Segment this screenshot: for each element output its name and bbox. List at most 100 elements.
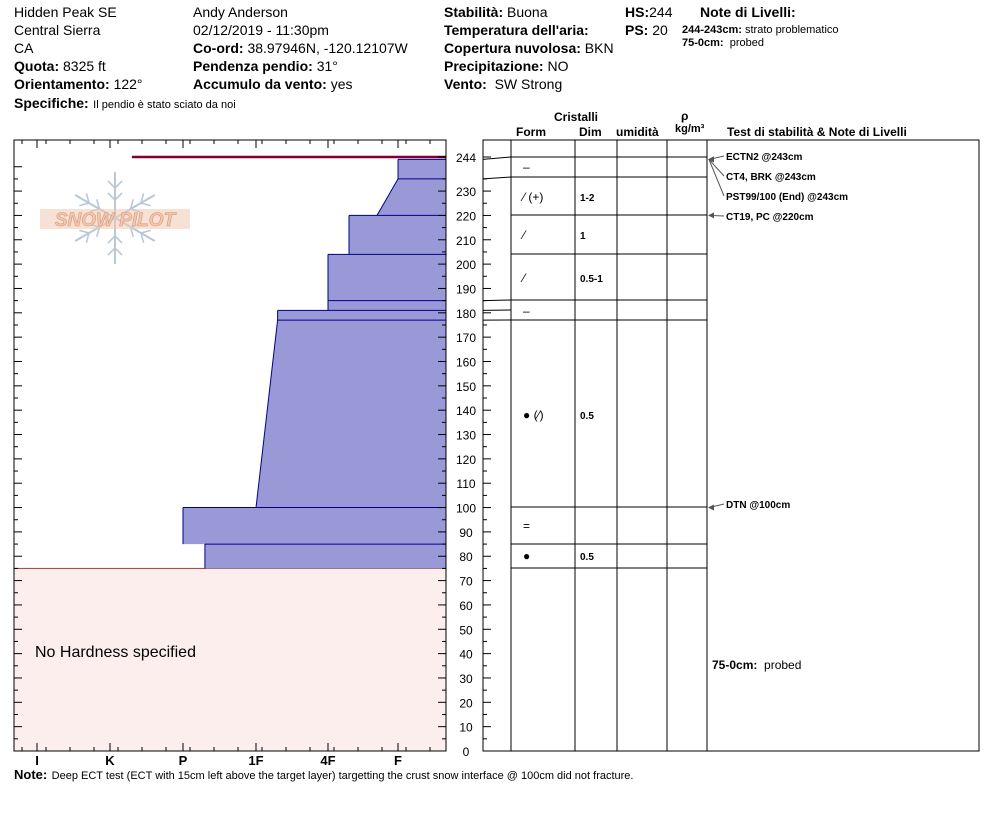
wind-row: Vento: SW Strong [444, 77, 562, 91]
stability-test-label: DTN @100cm [726, 500, 790, 511]
hardness-layer [349, 215, 446, 255]
hardness-layer [328, 254, 446, 301]
stability-row: Stabilità: Buona [444, 5, 548, 19]
depth-tick-label: 10 [459, 721, 473, 735]
row-connector [482, 156, 512, 160]
cloud-row: Copertura nuvolosa: BKN [444, 41, 614, 55]
hardness-tick-label: K [105, 753, 115, 768]
depth-tick-label: 230 [456, 185, 476, 199]
bottom-note-range: 75-0cm: [712, 658, 758, 672]
stability-test-label: PST99/100 (End) @243cm [726, 192, 848, 203]
ps-label: PS: [625, 22, 649, 38]
crystal-form: – [523, 160, 530, 174]
crystal-form: ⁄ [520, 271, 527, 285]
depth-tick-label: 120 [456, 453, 476, 467]
location: Hidden Peak SE [14, 4, 117, 20]
crystal-form: – [523, 304, 530, 318]
depth-tick-label: 130 [456, 429, 476, 443]
snowflake-branch [140, 232, 145, 243]
no-hardness-text: No Hardness specified [35, 644, 196, 661]
bottom-note-text: probed [764, 658, 802, 672]
depth-tick-label: 40 [459, 648, 473, 662]
rho-header: ρ [681, 109, 689, 123]
crystal-size: 0.5 [580, 552, 594, 563]
depth-tick-label: 110 [456, 477, 475, 491]
snowflake-branch [79, 229, 90, 234]
crystal-form: ⁄ (+) [520, 190, 543, 204]
table-frame [482, 139, 980, 752]
specifics-label: Specifiche: [14, 95, 89, 111]
crystal-form: = [523, 519, 530, 533]
hardness-layer [256, 320, 446, 508]
hardness-layer [398, 159, 446, 179]
aspect-value: 122° [113, 76, 143, 92]
layer-note-1-range: 244-243cm: [682, 24, 742, 36]
depth-tick-label: 190 [456, 282, 476, 296]
state: CA [14, 40, 34, 56]
stability-label: Stabilità: [444, 4, 504, 20]
hardness-layer [183, 507, 446, 545]
moisture-header: umidità [616, 125, 659, 139]
snowflake-branch [107, 192, 116, 201]
precip-value: NO [547, 58, 569, 74]
snowflake-branch [107, 180, 116, 189]
snowflake-branch [85, 193, 90, 204]
depth-tick-label: 220 [456, 209, 476, 223]
coord-label: Co-ord: [193, 40, 244, 56]
hardness-tick-label: P [179, 753, 188, 768]
snowflake-branch [114, 247, 123, 256]
test-pointer [708, 159, 725, 197]
crystal-form: ⁄ [520, 228, 527, 242]
snowpilot-logo: SNOW PILOT [40, 172, 190, 264]
snowflake-branch [79, 202, 90, 207]
layer-notes-title: Note di Livelli: [700, 4, 796, 20]
crystal-size: 0.5 [580, 411, 594, 422]
crystal-size: 1 [580, 231, 586, 242]
hs-row: HS:244 [625, 5, 672, 19]
dim-header: Dim [579, 125, 602, 139]
crystals-header: Cristalli [554, 110, 599, 124]
footer-note: Note: Deep ECT test (ECT with 15cm left … [14, 767, 633, 783]
layer-note-1: 244-243cm: strato problematico [682, 25, 839, 36]
slope-value: 31° [316, 58, 338, 74]
hardness-layer [204, 544, 446, 569]
crystal-table: – ⁄ (+) 1-2 ⁄ 1 ⁄ 0.5-1 – ● (⁄) 0.5 = ● 0.5 [482, 156, 707, 569]
stability-tests: ECTN2 @243cm CT4, BRK @243cm PST99/100 (En… [708, 152, 848, 511]
depth-tick-label: 60 [459, 599, 473, 613]
layer-note-2-text: probed [729, 37, 764, 49]
snowflake-branch [96, 199, 101, 210]
hardness-tick-label: I [35, 753, 39, 768]
stability-test-label: ECTN2 @243cm [726, 152, 803, 163]
stability-value: Buona [507, 4, 548, 20]
snowflake-icon [40, 172, 190, 264]
depth-tick-label: 160 [456, 355, 476, 369]
no-hardness-area [13, 567, 447, 752]
range: Central Sierra [14, 22, 101, 38]
hardness-layer [328, 300, 446, 311]
elevation-row: Quota: 8325 ft [14, 59, 106, 73]
wind-loading-row: Accumulo da vento: yes [193, 77, 352, 91]
wind-loading-value: yes [330, 76, 353, 92]
observer: Andy Anderson [193, 4, 288, 20]
hardness-axis: I K P 1F 4F F [21, 140, 431, 768]
bottom-note: 75-0cm: probed [712, 659, 801, 671]
snowflake-branch [85, 232, 90, 243]
ps-value: 20 [652, 22, 668, 38]
form-header: Form [516, 125, 546, 139]
depth-tick-label: 50 [459, 623, 473, 637]
elevation-label: Quota: [14, 58, 60, 74]
hardness-frame [13, 139, 447, 752]
snowflake-branch [140, 229, 151, 234]
wind-value: SW Strong [494, 76, 563, 92]
snowflake-branch [114, 192, 123, 201]
depth-tick-label: 200 [456, 258, 476, 272]
air-temp-label: Temperatura dell'aria: [444, 22, 589, 38]
depth-tick-label: 140 [456, 404, 476, 418]
specifics-value: Il pendio è stato sciato da noi [93, 99, 236, 111]
elevation-value: 8325 ft [63, 58, 106, 74]
chart-frame [13, 139, 980, 752]
snowflake-branch [114, 180, 123, 189]
density-unit-header: kg/m³ [675, 123, 705, 135]
snow-profile-chart: SNOW PILOT 0 10 20 30 40 50 60 70 80 90 100 110 120 1… [13, 139, 980, 768]
depth-tick-label: 80 [459, 550, 473, 564]
